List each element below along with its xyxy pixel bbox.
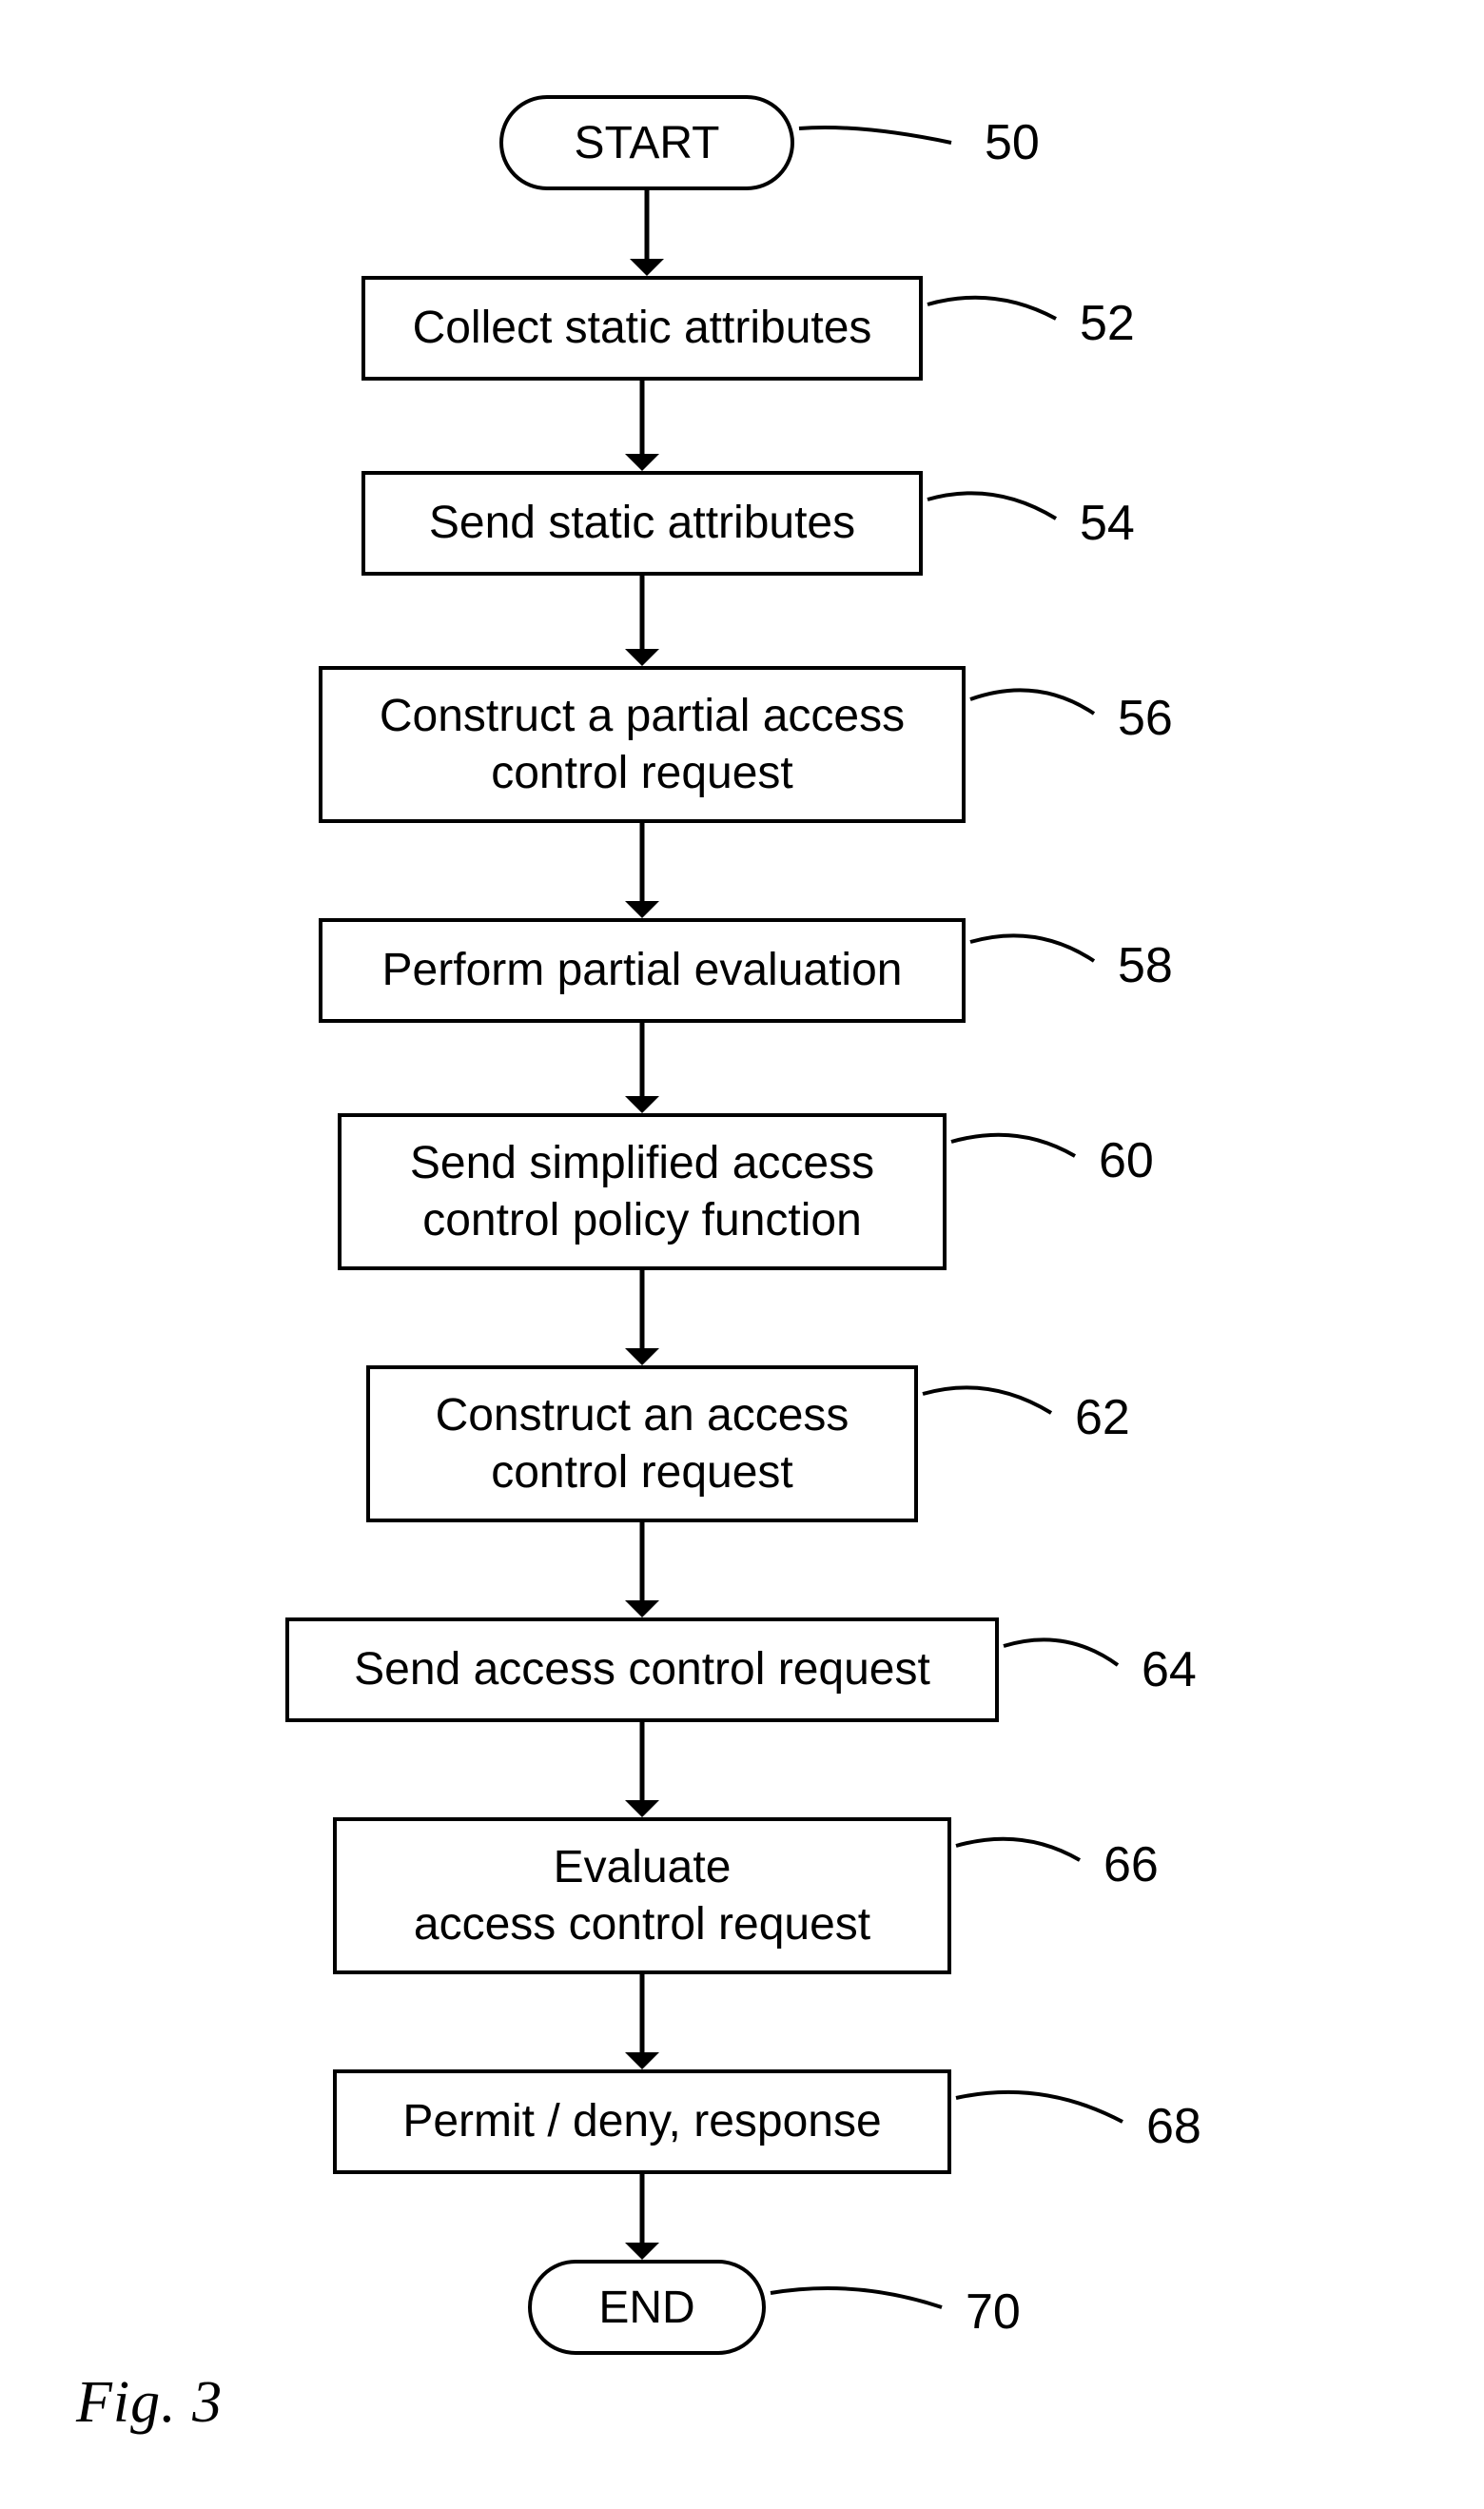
edge-n62-to-n64 (620, 1522, 664, 1617)
flowchart-node-n54: Send static attributes (361, 471, 923, 576)
flowchart-node-end: END (528, 2260, 766, 2355)
leader-line-64 (994, 1617, 1127, 1675)
node-label: Send static attributes (429, 495, 855, 552)
node-label: Collect static attributes (413, 300, 872, 357)
ref-number-70: 70 (966, 2284, 1021, 2341)
edge-n54-to-n56 (620, 576, 664, 666)
edge-start-to-n52 (625, 190, 669, 276)
ref-number-64: 64 (1142, 1641, 1197, 1698)
node-label: Perform partial evaluation (382, 942, 903, 999)
ref-number-68: 68 (1146, 2098, 1201, 2155)
ref-number-50: 50 (985, 114, 1040, 171)
leader-line-50 (790, 114, 961, 152)
node-label: Send simplified accesscontrol policy fun… (410, 1135, 874, 1249)
node-label: Construct an accesscontrol request (436, 1387, 849, 1501)
edge-n58-to-n60 (620, 1023, 664, 1113)
node-label: Construct a partial accesscontrol reques… (380, 688, 905, 802)
leader-line-60 (942, 1113, 1084, 1166)
node-label: Evaluateaccess control request (414, 1839, 870, 1953)
ref-number-56: 56 (1118, 690, 1173, 747)
flowchart-node-n58: Perform partial evaluation (319, 918, 966, 1023)
node-label: START (575, 117, 720, 169)
flowchart-node-n68: Permit / deny, response (333, 2069, 951, 2174)
leader-line-58 (961, 913, 1103, 970)
flowchart-node-n52: Collect static attributes (361, 276, 923, 381)
leader-line-68 (947, 2069, 1132, 2131)
edge-n52-to-n54 (620, 381, 664, 471)
edge-n56-to-n58 (620, 823, 664, 918)
flowchart-canvas: START 50 Collect static attributes 52 Send s… (0, 0, 1484, 2509)
flowchart-node-n64: Send access control request (285, 1617, 999, 1722)
flowchart-node-n66: Evaluateaccess control request (333, 1817, 951, 1974)
ref-number-54: 54 (1080, 495, 1135, 552)
node-label: Send access control request (354, 1641, 930, 1698)
leader-line-56 (961, 666, 1103, 723)
leader-line-62 (913, 1365, 1061, 1422)
ref-number-52: 52 (1080, 295, 1135, 352)
flowchart-node-n60: Send simplified accesscontrol policy fun… (338, 1113, 947, 1270)
ref-number-62: 62 (1075, 1389, 1130, 1446)
leader-line-70 (761, 2269, 951, 2317)
edge-n60-to-n62 (620, 1270, 664, 1365)
flowchart-node-n62: Construct an accesscontrol request (366, 1365, 918, 1522)
node-label: END (598, 2282, 694, 2334)
leader-line-54 (918, 471, 1065, 528)
flowchart-node-n56: Construct a partial accesscontrol reques… (319, 666, 966, 823)
ref-number-66: 66 (1103, 1836, 1159, 1893)
node-label: Permit / deny, response (402, 2093, 881, 2150)
ref-number-58: 58 (1118, 937, 1173, 994)
leader-line-66 (947, 1817, 1089, 1870)
leader-line-52 (918, 276, 1065, 328)
edge-n66-to-n68 (620, 1974, 664, 2069)
flowchart-node-start: START (499, 95, 794, 190)
edge-n64-to-n66 (620, 1722, 664, 1817)
figure-caption: Fig. 3 (76, 2369, 223, 2437)
edge-n68-to-end (620, 2174, 664, 2260)
ref-number-60: 60 (1099, 1132, 1154, 1189)
